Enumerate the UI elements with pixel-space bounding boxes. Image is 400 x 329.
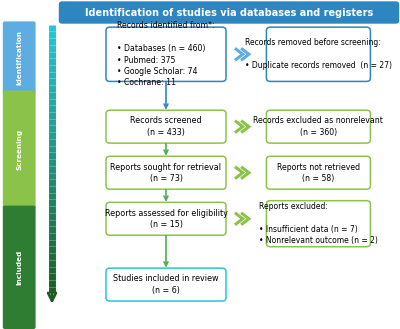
Text: Identification: Identification (16, 30, 22, 85)
Text: Records removed before screening:

• Duplicate records removed  (n = 27): Records removed before screening: • Dupl… (245, 38, 392, 70)
FancyBboxPatch shape (266, 110, 370, 143)
FancyBboxPatch shape (266, 27, 370, 82)
Text: Screening: Screening (16, 129, 22, 170)
FancyBboxPatch shape (106, 268, 226, 301)
FancyBboxPatch shape (3, 21, 36, 94)
Text: Reports sought for retrieval
(n = 73): Reports sought for retrieval (n = 73) (110, 163, 222, 183)
Text: Records identified from*:

• Databases (n = 460)
• Pubmed: 375
• Google Scholar:: Records identified from*: • Databases (n… (117, 21, 215, 88)
Text: Records screened
(n = 433): Records screened (n = 433) (130, 116, 202, 137)
FancyBboxPatch shape (266, 156, 370, 189)
Text: Identification of studies via databases and registers: Identification of studies via databases … (85, 8, 373, 17)
FancyBboxPatch shape (266, 201, 370, 247)
FancyBboxPatch shape (106, 202, 226, 235)
Text: Included: Included (16, 250, 22, 285)
Text: Reports excluded:

• Insufficient data (n = 7)
• Nonrelevant outcome (n = 2): Reports excluded: • Insufficient data (n… (259, 202, 378, 245)
FancyBboxPatch shape (106, 156, 226, 189)
FancyBboxPatch shape (59, 1, 399, 24)
Text: Records excluded as nonrelevant
(n = 360): Records excluded as nonrelevant (n = 360… (254, 116, 383, 137)
Text: Reports assessed for eligibility
(n = 15): Reports assessed for eligibility (n = 15… (104, 209, 228, 229)
Text: Studies included in review
(n = 6): Studies included in review (n = 6) (113, 274, 219, 295)
FancyBboxPatch shape (106, 27, 226, 82)
FancyBboxPatch shape (3, 90, 36, 209)
FancyBboxPatch shape (3, 206, 36, 329)
Text: Reports not retrieved
(n = 58): Reports not retrieved (n = 58) (277, 163, 360, 183)
FancyBboxPatch shape (106, 110, 226, 143)
